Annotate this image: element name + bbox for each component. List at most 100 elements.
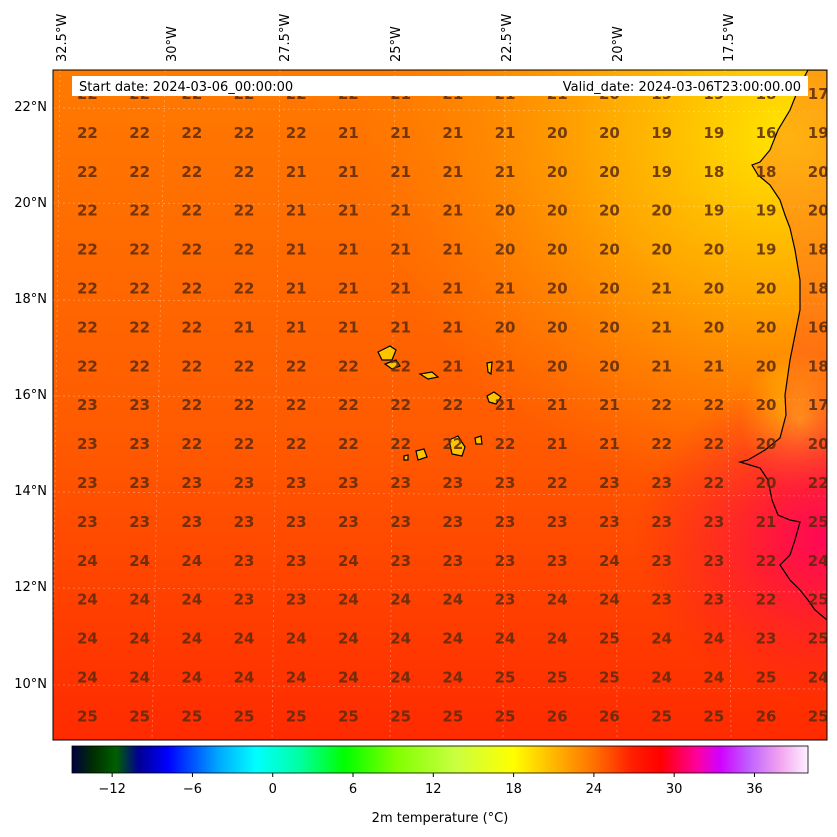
grid-value: 22 [442,396,463,414]
grid-value: 18 [808,357,829,375]
grid-value: 21 [651,318,672,336]
grid-value: 24 [77,552,98,570]
grid-value: 16 [756,124,777,142]
grid-value: 22 [129,280,150,298]
grid-value: 18 [808,241,829,259]
grid-value: 25 [390,707,411,725]
grid-value: 19 [703,124,724,142]
grid-value: 24 [77,591,98,609]
grid-value: 22 [390,396,411,414]
grid-value: 22 [181,202,202,220]
grid-value: 23 [129,513,150,531]
grid-value: 20 [547,202,568,220]
grid-value: 23 [77,474,98,492]
grid-value: 24 [181,591,202,609]
lon-label: 30°W [165,26,180,62]
grid-value: 21 [390,318,411,336]
grid-value: 19 [703,202,724,220]
grid-value: 21 [495,357,516,375]
grid-value: 21 [286,202,307,220]
grid-value: 22 [703,474,724,492]
grid-value: 25 [495,669,516,687]
grid-value: 21 [390,241,411,259]
grid-value: 25 [286,707,307,725]
grid-value: 20 [651,202,672,220]
colorbar-tick-label: −6 [183,782,202,797]
grid-value: 21 [599,435,620,453]
grid-value: 22 [181,318,202,336]
grid-value: 23 [390,552,411,570]
map-field: 22 22 22 22 22 22 21 21 21 21 20 19 19 18 17 22 22 22 22 22… [53,70,829,740]
grid-value: 24 [390,591,411,609]
grid-value: 22 [234,124,255,142]
grid-value: 24 [234,630,255,648]
grid-value: 21 [495,124,516,142]
grid-value: 23 [495,513,516,531]
grid-value: 20 [599,241,620,259]
lon-label: 27.5°W [278,14,293,62]
grid-value: 22 [77,280,98,298]
grid-value: 22 [234,357,255,375]
grid-value: 23 [234,513,255,531]
lat-label: 18°N [14,292,47,307]
colorbar-tick-label: 30 [666,782,683,797]
grid-value: 19 [651,124,672,142]
grid-value: 25 [338,707,359,725]
grid-value: 23 [129,474,150,492]
grid-value: 23 [77,435,98,453]
lat-label: 16°N [14,388,47,403]
grid-value: 22 [181,357,202,375]
lat-label: 22°N [14,100,47,115]
grid-value: 20 [808,202,829,220]
grid-value: 23 [129,435,150,453]
colorbar-tick-label: 12 [425,782,442,797]
grid-value: 24 [599,552,620,570]
start-date-label: Start date: 2024-03-06_00:00:00 [79,80,293,95]
grid-value: 26 [599,707,620,725]
grid-value: 26 [547,707,568,725]
grid-value: 22 [756,591,777,609]
lon-label: 25°W [389,26,404,62]
grid-value: 22 [338,435,359,453]
grid-value: 24 [77,630,98,648]
grid-value: 21 [442,241,463,259]
grid-value: 22 [495,435,516,453]
grid-value: 22 [129,357,150,375]
grid-value: 23 [338,513,359,531]
grid-value: 20 [756,435,777,453]
grid-value: 22 [77,163,98,181]
grid-value: 20 [599,318,620,336]
grid-value: 21 [286,318,307,336]
grid-value: 22 [77,202,98,220]
grid-value: 25 [547,669,568,687]
grid-value: 23 [234,474,255,492]
grid-value: 20 [808,435,829,453]
colorbar-tick-label: 24 [586,782,603,797]
grid-value: 23 [390,513,411,531]
grid-value: 23 [651,591,672,609]
colorbar-tick-label: 6 [349,782,357,797]
grid-value: 24 [651,630,672,648]
grid-value: 22 [756,552,777,570]
grid-value: 24 [703,630,724,648]
colorbar-tick-label: −12 [98,782,125,797]
grid-value: 24 [181,552,202,570]
grid-value: 23 [703,591,724,609]
grid-value: 16 [808,318,829,336]
grid-value: 23 [703,513,724,531]
grid-value: 20 [599,280,620,298]
grid-value: 20 [599,202,620,220]
latitude-axis: 22°N 20°N 18°N 16°N 14°N 12°N 10°N [14,100,47,692]
grid-value: 20 [547,241,568,259]
grid-value: 24 [286,630,307,648]
grid-value: 20 [756,318,777,336]
grid-value: 23 [651,474,672,492]
valid-date-label: Valid_date: 2024-03-06T23:00:00.00 [563,80,801,95]
grid-value: 25 [599,630,620,648]
grid-value: 23 [495,474,516,492]
grid-value: 24 [547,630,568,648]
map-frame [52,69,828,741]
grid-value: 22 [390,435,411,453]
grid-value: 24 [442,591,463,609]
lat-label: 20°N [14,196,47,211]
